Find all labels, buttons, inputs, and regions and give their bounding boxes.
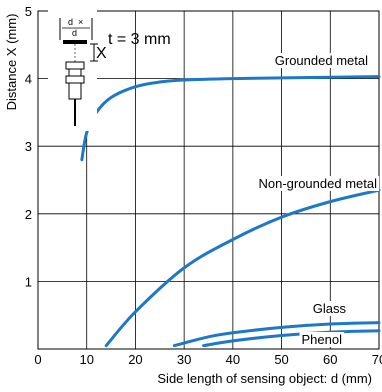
- x-tick-label: 30: [177, 352, 191, 367]
- series-line-phenol: [202, 329, 381, 348]
- series-label-background: [299, 332, 345, 347]
- series-label: Glass: [313, 301, 347, 316]
- y-tick-label: 2: [25, 207, 32, 222]
- series-label: Phenol: [302, 332, 343, 347]
- inset-d-side: d: [72, 28, 77, 38]
- x-tick-label: 10: [79, 352, 93, 367]
- y-tick-label: 3: [25, 139, 32, 154]
- inset-d-top: d: [68, 17, 73, 27]
- tick-labels: 0 10 20 30 40 50 60 70 1 2 3 4 5: [25, 4, 382, 367]
- x-tick-label: 20: [128, 352, 142, 367]
- x-axis-label: Side length of sensing object: d (mm): [157, 371, 372, 386]
- series-line-grounded-metal: [80, 75, 381, 162]
- series-label-background: [256, 176, 380, 191]
- x-tick-label: 70: [372, 352, 382, 367]
- series-label-background: [272, 53, 371, 68]
- sensor-diagram-icon: d × d X: [48, 10, 107, 131]
- series-line-glass: [172, 321, 381, 348]
- y-tick-label: 4: [25, 72, 32, 87]
- x-tick-label: 0: [34, 352, 41, 367]
- thickness-annotation: t = 3 mm: [108, 31, 171, 48]
- series-labels: Grounded metal Non-grounded metal Glass Phe…: [256, 53, 380, 347]
- x-tick-label: 50: [274, 352, 288, 367]
- y-tick-label: 1: [25, 274, 32, 289]
- y-tick-label: 5: [25, 4, 32, 19]
- series-line-non-grounded-metal: [104, 188, 381, 348]
- inset-x-label: X: [96, 45, 107, 62]
- series-label: Grounded metal: [275, 53, 368, 68]
- svg-text:×: ×: [78, 17, 83, 27]
- x-tick-label: 60: [323, 352, 337, 367]
- y-axis-label: Distance X (mm): [4, 14, 19, 111]
- series-label: Non-grounded metal: [258, 176, 377, 191]
- series-label-background: [310, 301, 349, 316]
- x-tick-label: 40: [226, 352, 240, 367]
